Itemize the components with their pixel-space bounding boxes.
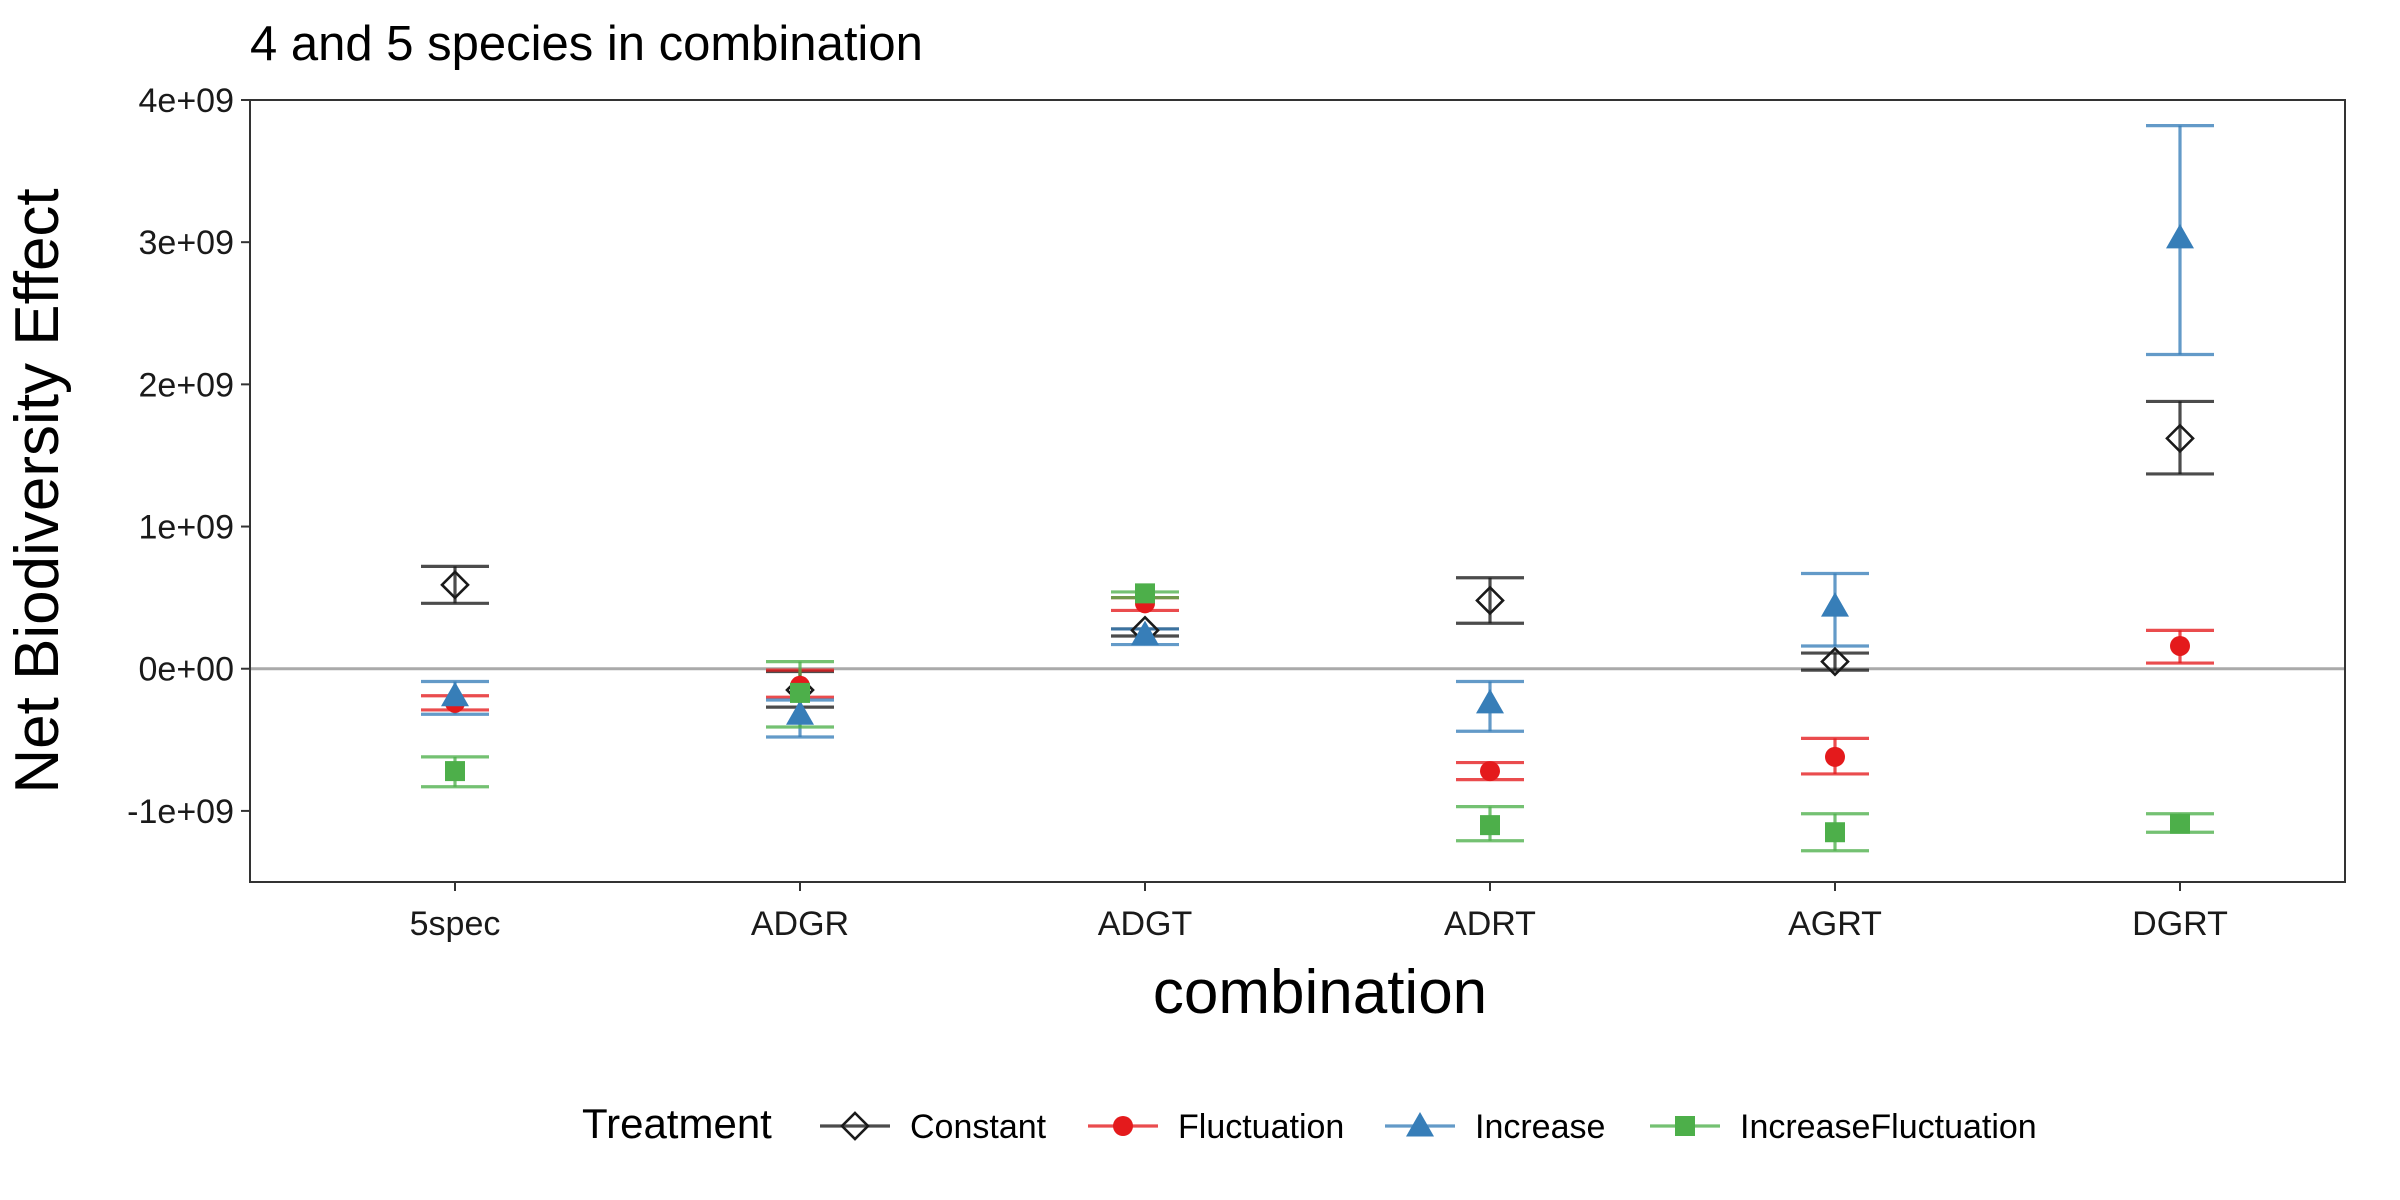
- point-constant: [1820, 646, 1850, 677]
- point-increase: [1476, 688, 1504, 714]
- plot-panel: [249, 99, 2346, 883]
- y-tick-label: 2e+09: [139, 366, 235, 404]
- x-axis-title: combination: [1153, 958, 1487, 1027]
- point-increasefluctuation: [790, 682, 810, 703]
- legend-marker-increasefluctuation: [1675, 1116, 1695, 1136]
- y-tick-label: -1e+09: [127, 793, 234, 831]
- point-constant: [2165, 423, 2195, 454]
- legend-label: Increase: [1475, 1108, 1605, 1146]
- chart-title: 4 and 5 species in combination: [250, 17, 923, 71]
- x-tick-label: AGRT: [1788, 905, 1882, 943]
- x-axis: 5spec ADGR ADGT ADRT AGRT DGRT: [410, 882, 2228, 943]
- y-tick-label: 4e+09: [139, 82, 235, 120]
- x-tick-label: DGRT: [2132, 905, 2228, 943]
- point-increase: [786, 700, 814, 725]
- y-axis-title: Net Biodiversity Effect: [3, 188, 72, 793]
- legend-label: IncreaseFluctuation: [1740, 1108, 2037, 1146]
- y-tick-label: 3e+09: [139, 224, 235, 262]
- x-tick-label: ADGT: [1098, 905, 1192, 943]
- x-tick-label: ADRT: [1444, 905, 1536, 943]
- error-bar-constant: [2146, 399, 2214, 476]
- error-bar-constant: [1801, 651, 1869, 672]
- y-tick-label: 0e+00: [139, 651, 235, 689]
- y-tick-label: 1e+09: [139, 509, 235, 547]
- legend: Treatment Constant Fluctuation Increase Inc…: [582, 1100, 2037, 1147]
- x-tick-label: ADGR: [751, 905, 849, 943]
- legend-item-increasefluctuation: IncreaseFluctuation: [1650, 1108, 2037, 1146]
- point-increasefluctuation: [1135, 583, 1155, 604]
- legend-label: Fluctuation: [1178, 1108, 1344, 1146]
- point-fluctuation: [1480, 761, 1500, 782]
- marker-layer: [440, 223, 2195, 843]
- point-fluctuation: [2170, 635, 2190, 656]
- x-tick-label: 5spec: [410, 905, 501, 943]
- error-bar-constant: [1456, 576, 1524, 625]
- point-increasefluctuation: [2170, 813, 2190, 834]
- legend-key-increase: [1385, 1112, 1455, 1137]
- point-increase: [441, 681, 469, 707]
- point-increase: [1821, 592, 1849, 617]
- point-increase: [1131, 620, 1159, 646]
- point-constant: [1475, 585, 1505, 616]
- legend-label: Constant: [910, 1108, 1047, 1146]
- legend-key-constant: [820, 1111, 890, 1141]
- legend-marker-constant: [840, 1111, 870, 1141]
- legend-item-constant: Constant: [820, 1108, 1047, 1146]
- y-axis: -1e+09 0e+00 1e+09 2e+09 3e+09 4e+09: [127, 82, 250, 831]
- legend-item-fluctuation: Fluctuation: [1088, 1108, 1344, 1146]
- point-increase: [2166, 223, 2194, 249]
- point-increasefluctuation: [1825, 822, 1845, 843]
- legend-item-increase: Increase: [1385, 1108, 1605, 1146]
- legend-title: Treatment: [582, 1100, 772, 1147]
- legend-marker-fluctuation: [1113, 1116, 1133, 1136]
- legend-marker-increase: [1406, 1112, 1434, 1137]
- legend-key-increasefluctuation: [1650, 1116, 1720, 1136]
- point-increasefluctuation: [445, 761, 465, 782]
- legend-key-fluctuation: [1088, 1116, 1158, 1136]
- point-constant: [440, 570, 470, 600]
- error-bar-layer: [421, 123, 2214, 853]
- point-fluctuation: [1825, 746, 1845, 767]
- point-increasefluctuation: [1480, 815, 1500, 836]
